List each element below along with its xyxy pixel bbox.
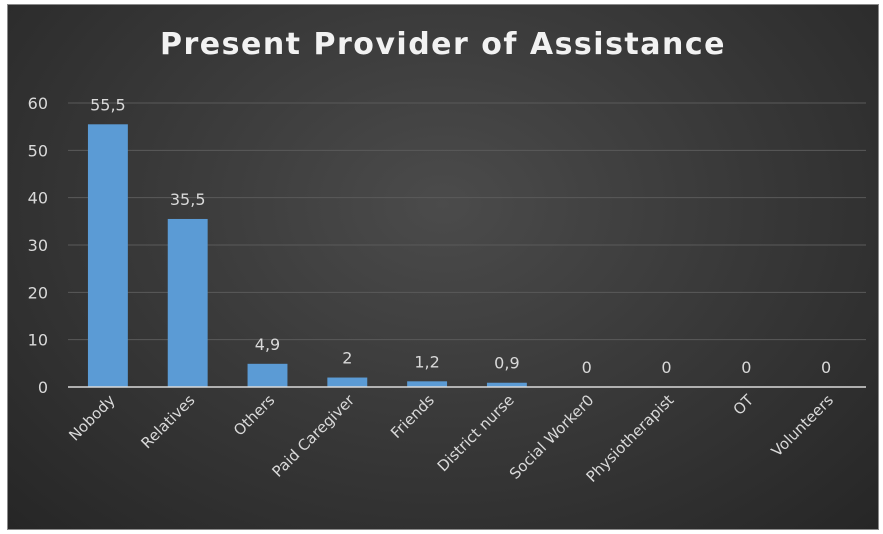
bar — [327, 377, 368, 387]
data-label: 0 — [821, 358, 831, 377]
bar — [407, 381, 448, 387]
data-label: 55,5 — [90, 95, 126, 114]
category-label: Physiotherapist — [583, 391, 678, 486]
data-label: 0 — [741, 358, 751, 377]
data-label: 2 — [342, 349, 352, 368]
bar — [87, 124, 128, 388]
bar — [167, 218, 208, 387]
chart-area: Present Provider of Assistance 0 10 20 30 40… — [7, 4, 879, 530]
category-label: Volunteers — [768, 391, 837, 460]
y-tick-label: 50 — [28, 141, 48, 160]
category-label: Nobody — [65, 391, 118, 444]
data-label: 0 — [582, 358, 592, 377]
data-label: 35,5 — [170, 190, 206, 209]
category-label: Paid Caregiver — [269, 391, 359, 481]
data-label: 1,2 — [414, 352, 439, 371]
data-label: 0,9 — [494, 354, 519, 373]
chart-title: Present Provider of Assistance — [159, 27, 726, 62]
data-label: 0 — [661, 358, 671, 377]
y-tick-label: 60 — [28, 94, 48, 113]
category-label: Friends — [387, 391, 438, 442]
y-tick-label: 20 — [28, 283, 48, 302]
bars — [87, 124, 527, 388]
category-label: Social Worker0 — [506, 391, 598, 483]
category-label: OT — [730, 391, 758, 419]
y-tick-label: 0 — [38, 378, 48, 397]
bar — [486, 382, 527, 387]
category-label: Relatives — [137, 391, 198, 452]
y-tick-label: 40 — [28, 189, 48, 208]
category-label: Others — [230, 391, 279, 440]
y-tick-label: 10 — [28, 331, 48, 350]
bar — [247, 363, 288, 387]
data-label: 4,9 — [255, 335, 280, 354]
y-tick-label: 30 — [28, 236, 48, 255]
category-label: District nurse — [434, 391, 518, 475]
